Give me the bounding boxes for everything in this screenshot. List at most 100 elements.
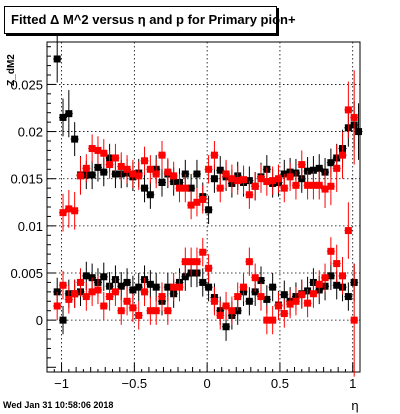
marker — [280, 310, 288, 318]
y-tick-label: 0.005 — [10, 266, 43, 281]
data-point — [76, 157, 85, 195]
axes: −1 −0.5 0 0.5 1 0 0.005 0.01 0.015 0.02 0.025 — [10, 46, 361, 391]
data-point — [105, 150, 114, 179]
data-point — [251, 172, 260, 201]
marker — [170, 283, 178, 291]
data-point — [99, 262, 108, 291]
marker — [274, 175, 282, 183]
marker — [216, 184, 224, 192]
marker — [88, 145, 96, 153]
data-point — [140, 146, 149, 175]
data-point — [152, 296, 161, 325]
marker — [187, 184, 195, 192]
marker — [117, 307, 125, 315]
marker — [199, 278, 207, 286]
marker — [240, 283, 248, 291]
marker — [53, 302, 61, 310]
data-point — [233, 282, 242, 311]
data-point — [257, 282, 266, 311]
data-point — [111, 277, 120, 306]
data-point — [280, 174, 289, 203]
chart-title: Fitted Δ M^2 versus η and p for Primary … — [4, 6, 296, 34]
marker — [333, 281, 341, 289]
marker — [129, 170, 137, 178]
marker — [280, 291, 288, 299]
marker — [344, 227, 352, 235]
marker — [344, 106, 352, 114]
marker — [158, 178, 166, 186]
data-point — [350, 263, 359, 377]
marker — [100, 168, 108, 176]
marker — [286, 300, 294, 308]
marker — [129, 304, 137, 312]
data-point — [338, 131, 347, 179]
data-point — [158, 168, 167, 197]
data-point — [251, 263, 260, 292]
marker — [269, 316, 277, 324]
marker — [117, 282, 125, 290]
data-point — [344, 282, 353, 311]
x-axis-label: η — [351, 398, 358, 413]
marker — [71, 135, 79, 143]
marker — [315, 280, 323, 288]
marker — [240, 176, 248, 184]
data-point — [204, 155, 213, 184]
marker — [263, 178, 271, 186]
marker — [327, 272, 335, 280]
marker — [286, 173, 294, 181]
y-tick-label: 0.025 — [10, 77, 43, 92]
marker — [234, 293, 242, 301]
data-point — [163, 296, 172, 325]
marker — [111, 154, 119, 162]
marker — [181, 273, 189, 281]
data-point — [82, 282, 91, 311]
marker — [146, 307, 154, 315]
marker — [228, 307, 236, 315]
marker — [100, 149, 108, 157]
marker — [82, 293, 90, 301]
data-point — [76, 268, 85, 297]
data-point — [175, 273, 184, 302]
data-point — [291, 171, 300, 200]
marker — [245, 297, 253, 305]
marker — [94, 146, 102, 154]
data-point — [274, 164, 283, 193]
marker — [187, 201, 195, 209]
marker — [205, 165, 213, 173]
data-point — [70, 122, 79, 157]
data-point — [152, 159, 161, 189]
marker — [205, 264, 213, 272]
marker — [82, 164, 90, 172]
marker — [76, 278, 84, 286]
marker — [304, 181, 312, 189]
data-point — [222, 159, 231, 189]
marker — [82, 272, 90, 280]
marker — [193, 198, 201, 206]
data-point — [181, 174, 190, 203]
marker — [333, 260, 341, 268]
marker — [327, 247, 335, 255]
data-point — [198, 268, 207, 297]
x-tick-label: −1 — [54, 376, 69, 391]
marker — [327, 182, 335, 190]
marker — [158, 293, 166, 301]
marker — [210, 151, 218, 159]
marker — [257, 277, 265, 285]
marker — [263, 316, 271, 324]
data-point — [291, 287, 300, 316]
marker — [263, 295, 271, 303]
data-point — [146, 180, 155, 209]
marker — [158, 151, 166, 159]
marker — [333, 164, 341, 172]
marker — [251, 182, 259, 190]
data-point — [198, 185, 207, 214]
data-point — [105, 282, 114, 311]
marker — [164, 307, 172, 315]
marker — [321, 274, 329, 282]
x-tick-label: 1 — [349, 376, 356, 391]
data-point — [315, 270, 324, 299]
marker — [222, 323, 230, 331]
marker — [53, 55, 61, 63]
data-point — [332, 244, 341, 283]
